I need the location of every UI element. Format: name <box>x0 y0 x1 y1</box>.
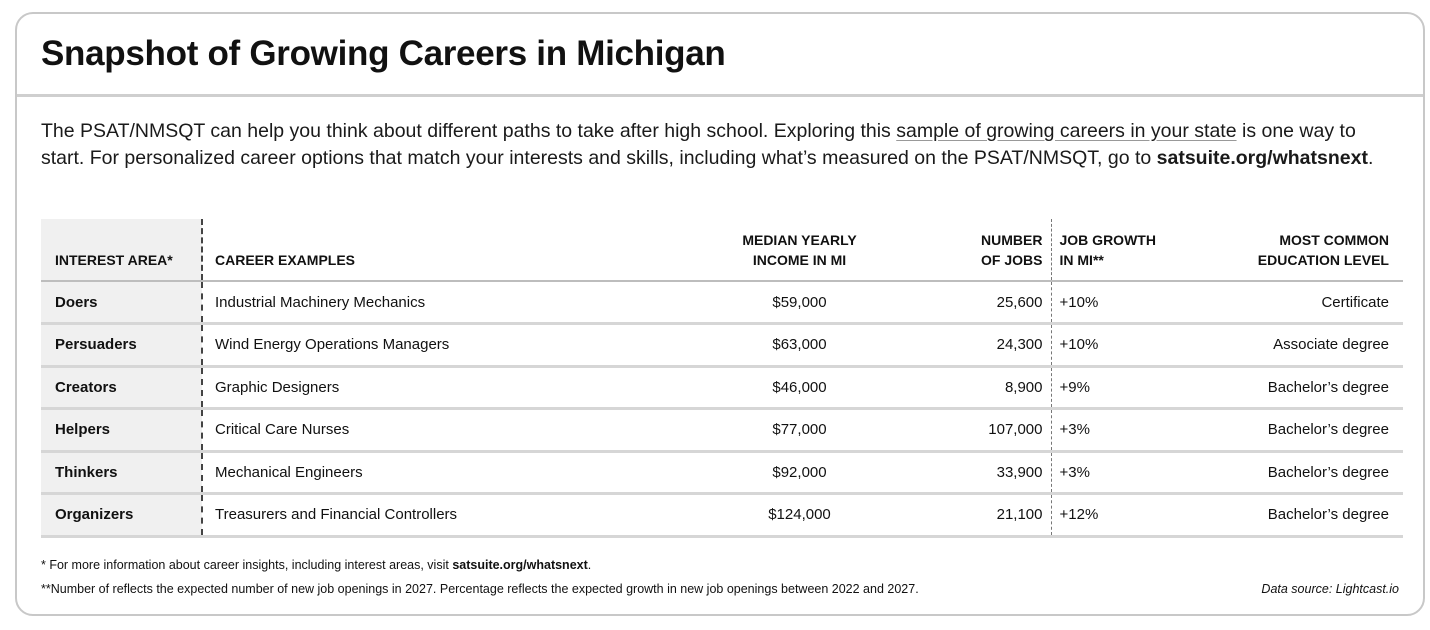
cell-growth: +10% <box>1051 323 1181 368</box>
table-row: Thinkers Mechanical Engineers $92,000 33… <box>41 451 1403 495</box>
cell-career: Critical Care Nurses <box>202 408 707 453</box>
cell-jobs: 25,600 <box>892 281 1052 325</box>
table-row: Creators Graphic Designers $46,000 8,900… <box>41 366 1403 410</box>
cell-education: Certificate <box>1181 281 1403 325</box>
footnote-job-openings: **Number of reflects the expected number… <box>41 582 919 596</box>
cell-income: $63,000 <box>707 323 892 368</box>
footnote-1-end: . <box>587 558 592 572</box>
cell-interest-area: Organizers <box>41 493 203 538</box>
table-row: Doers Industrial Machinery Mechanics $59… <box>41 281 1403 325</box>
table-row: Organizers Treasurers and Financial Cont… <box>41 493 1403 538</box>
intro-url: satsuite.org/whatsnext <box>1156 146 1368 169</box>
data-source-credit: Data source: Lightcast.io <box>1261 582 1399 596</box>
cell-education: Bachelor’s degree <box>1181 408 1403 453</box>
table-row: Helpers Critical Care Nurses $77,000 107… <box>41 408 1403 453</box>
cell-education: Associate degree <box>1181 323 1403 368</box>
cell-growth: +3% <box>1051 451 1181 495</box>
table-header-row: INTEREST AREA* CAREER EXAMPLES MEDIAN YE… <box>41 219 1403 282</box>
cell-growth: +9% <box>1051 366 1181 410</box>
header-job-growth: JOB GROWTH IN MI** <box>1051 219 1181 282</box>
page-title: Snapshot of Growing Careers in Michigan <box>41 34 726 73</box>
title-divider <box>17 94 1423 97</box>
footnote-interest-areas: * For more information about career insi… <box>41 558 591 572</box>
growing-careers-link[interactable]: sample of growing careers in your state <box>896 120 1237 142</box>
intro-paragraph: The PSAT/NMSQT can help you think about … <box>41 118 1381 171</box>
footnote-1-url: satsuite.org/whatsnext <box>452 558 588 572</box>
cell-career: Wind Energy Operations Managers <box>202 323 707 368</box>
careers-table: INTEREST AREA* CAREER EXAMPLES MEDIAN YE… <box>41 219 1403 538</box>
cell-education: Bachelor’s degree <box>1181 366 1403 410</box>
header-interest-area: INTEREST AREA* <box>41 219 203 282</box>
careers-card: Snapshot of Growing Careers in Michigan … <box>15 12 1425 616</box>
cell-interest-area: Persuaders <box>41 323 203 368</box>
cell-income: $92,000 <box>707 451 892 495</box>
intro-text-2: is one way to start. For personalized ca… <box>41 120 1356 169</box>
cell-income: $124,000 <box>707 493 892 538</box>
cell-growth: +10% <box>1051 281 1181 325</box>
header-median-income: MEDIAN YEARLY INCOME IN MI <box>707 219 892 282</box>
intro-end: . <box>1367 146 1374 169</box>
cell-jobs: 107,000 <box>892 408 1052 453</box>
cell-interest-area: Helpers <box>41 408 203 453</box>
cell-career: Graphic Designers <box>202 366 707 410</box>
cell-career: Treasurers and Financial Controllers <box>202 493 707 538</box>
header-career-examples: CAREER EXAMPLES <box>202 219 707 282</box>
cell-income: $46,000 <box>707 366 892 410</box>
cell-education: Bachelor’s degree <box>1181 451 1403 495</box>
header-number-of-jobs: NUMBER OF JOBS <box>892 219 1052 282</box>
cell-jobs: 24,300 <box>892 323 1052 368</box>
cell-education: Bachelor’s degree <box>1181 493 1403 538</box>
cell-income: $59,000 <box>707 281 892 325</box>
cell-career: Mechanical Engineers <box>202 451 707 495</box>
intro-text-1: The PSAT/NMSQT can help you think about … <box>41 120 897 142</box>
cell-jobs: 8,900 <box>892 366 1052 410</box>
footnote-1-text: * For more information about career insi… <box>41 558 453 572</box>
cell-growth: +12% <box>1051 493 1181 538</box>
cell-interest-area: Thinkers <box>41 451 203 495</box>
cell-interest-area: Creators <box>41 366 203 410</box>
cell-income: $77,000 <box>707 408 892 453</box>
cell-interest-area: Doers <box>41 281 203 325</box>
cell-career: Industrial Machinery Mechanics <box>202 281 707 325</box>
table-row: Persuaders Wind Energy Operations Manage… <box>41 323 1403 368</box>
cell-jobs: 33,900 <box>892 451 1052 495</box>
cell-jobs: 21,100 <box>892 493 1052 538</box>
cell-growth: +3% <box>1051 408 1181 453</box>
header-education-level: MOST COMMON EDUCATION LEVEL <box>1181 219 1403 282</box>
